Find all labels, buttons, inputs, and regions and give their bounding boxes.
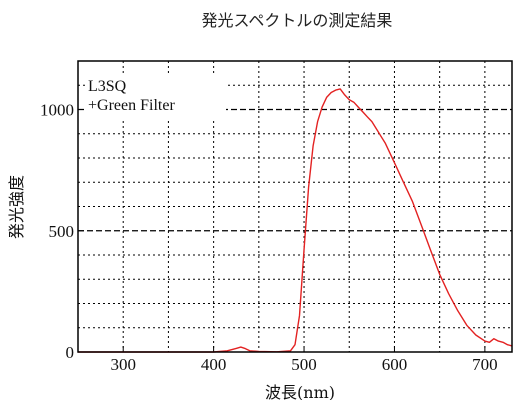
- legend-box: [86, 75, 226, 119]
- y-tick-label: 1000: [40, 101, 74, 120]
- y-tick-label: 500: [49, 222, 75, 241]
- plot-frame: [77, 60, 513, 353]
- x-tick-label: 700: [472, 355, 498, 374]
- x-tick-label: 400: [201, 355, 227, 374]
- y-axis-label: 発光強度: [7, 175, 26, 239]
- y-tick-label: 0: [66, 343, 75, 362]
- x-axis-label: 波長(nm): [265, 383, 335, 400]
- legend: L3SQ +Green Filter: [86, 75, 226, 119]
- legend-entry: L3SQ: [88, 78, 127, 95]
- chart-title: 発光スペクトルの測定結果: [202, 11, 393, 30]
- axis-layer: 300 400 500 600 700 0 500 1000: [40, 101, 498, 375]
- x-tick-label: 600: [382, 355, 408, 374]
- x-tick-label: 300: [110, 355, 136, 374]
- series-layer: [78, 88, 513, 353]
- legend-entry: +Green Filter: [88, 97, 175, 114]
- x-tick-label: 500: [291, 355, 317, 374]
- spectrum-line: [78, 88, 513, 353]
